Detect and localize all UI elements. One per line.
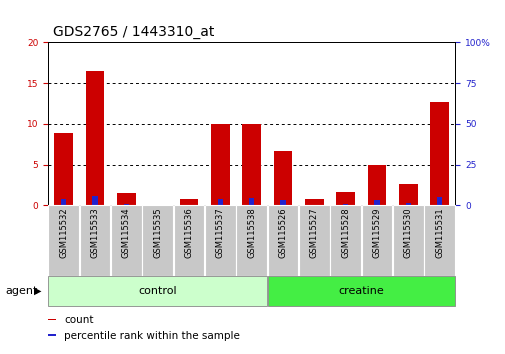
FancyBboxPatch shape bbox=[80, 205, 110, 276]
FancyBboxPatch shape bbox=[267, 205, 298, 276]
Bar bbox=[48, 335, 56, 336]
Bar bbox=[179, 199, 198, 205]
Text: agent: agent bbox=[5, 286, 37, 296]
FancyBboxPatch shape bbox=[205, 205, 235, 276]
Bar bbox=[374, 200, 379, 205]
Bar bbox=[61, 199, 66, 205]
Bar bbox=[398, 184, 417, 205]
Bar bbox=[436, 197, 441, 205]
Text: GSM115537: GSM115537 bbox=[216, 207, 224, 258]
Text: GSM115527: GSM115527 bbox=[309, 207, 318, 258]
Text: ▶: ▶ bbox=[34, 286, 42, 296]
Bar bbox=[405, 202, 410, 205]
Text: GSM115536: GSM115536 bbox=[184, 207, 193, 258]
Text: GSM115530: GSM115530 bbox=[403, 207, 412, 258]
FancyBboxPatch shape bbox=[236, 205, 267, 276]
Bar bbox=[48, 319, 56, 320]
FancyBboxPatch shape bbox=[330, 205, 361, 276]
Text: GSM115531: GSM115531 bbox=[434, 207, 443, 258]
Text: GSM115529: GSM115529 bbox=[372, 207, 381, 258]
Text: GSM115535: GSM115535 bbox=[153, 207, 162, 258]
Bar bbox=[54, 133, 73, 205]
FancyBboxPatch shape bbox=[48, 205, 79, 276]
Bar bbox=[211, 124, 229, 205]
Bar bbox=[248, 199, 254, 205]
Bar bbox=[48, 276, 267, 306]
Bar bbox=[117, 193, 135, 205]
Text: count: count bbox=[64, 315, 94, 325]
Bar bbox=[305, 199, 323, 205]
Bar bbox=[124, 204, 129, 205]
Bar bbox=[367, 165, 386, 205]
FancyBboxPatch shape bbox=[142, 205, 173, 276]
Text: GSM115534: GSM115534 bbox=[122, 207, 131, 258]
Text: percentile rank within the sample: percentile rank within the sample bbox=[64, 331, 240, 341]
Text: creatine: creatine bbox=[338, 286, 383, 296]
Text: GDS2765 / 1443310_at: GDS2765 / 1443310_at bbox=[53, 25, 214, 39]
Bar bbox=[273, 151, 292, 205]
Text: GSM115533: GSM115533 bbox=[90, 207, 99, 258]
Bar bbox=[217, 199, 223, 205]
FancyBboxPatch shape bbox=[361, 205, 392, 276]
Bar bbox=[242, 124, 261, 205]
FancyBboxPatch shape bbox=[392, 205, 423, 276]
Text: GSM115526: GSM115526 bbox=[278, 207, 287, 258]
Bar bbox=[280, 200, 285, 205]
Bar bbox=[429, 102, 448, 205]
FancyBboxPatch shape bbox=[424, 205, 454, 276]
Text: control: control bbox=[138, 286, 177, 296]
Text: GSM115538: GSM115538 bbox=[247, 207, 256, 258]
Bar bbox=[267, 276, 454, 306]
Bar bbox=[92, 195, 97, 205]
FancyBboxPatch shape bbox=[173, 205, 204, 276]
Bar bbox=[336, 192, 355, 205]
Text: GSM115528: GSM115528 bbox=[340, 207, 349, 258]
FancyBboxPatch shape bbox=[111, 205, 141, 276]
Text: GSM115532: GSM115532 bbox=[59, 207, 68, 258]
Bar bbox=[85, 71, 104, 205]
Bar bbox=[342, 204, 347, 205]
FancyBboxPatch shape bbox=[298, 205, 329, 276]
